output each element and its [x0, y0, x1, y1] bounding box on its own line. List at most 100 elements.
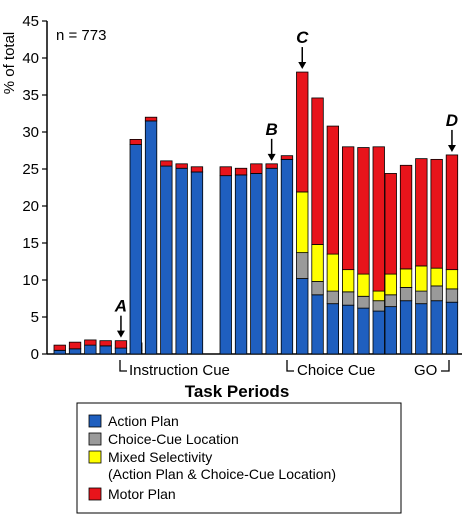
- bar-segment-action-plan: [99, 345, 112, 355]
- bar: [311, 97, 324, 355]
- period-bracket-icon: [286, 360, 294, 372]
- legend-item-motor-plan: Motor Plan: [88, 486, 176, 502]
- bar-segment-motor-plan: [175, 163, 188, 169]
- bar-segment-motor-plan: [250, 163, 263, 174]
- legend-swatch: [88, 414, 102, 428]
- bar-segment-motor-plan: [415, 158, 428, 267]
- bar-segment-action-plan: [190, 171, 204, 355]
- bar-segment-motor-plan: [280, 155, 294, 160]
- legend-label-line: Mixed Selectivity: [108, 449, 212, 465]
- bar-segment-action-plan: [265, 167, 278, 355]
- y-tick-label: 10: [22, 272, 39, 289]
- legend-label: Mixed Selectivity (Action Plan & Choice-C…: [108, 449, 336, 482]
- bar-segment-action-plan: [311, 294, 324, 355]
- marker-label: D: [446, 111, 458, 130]
- bar: [326, 125, 340, 355]
- bar-segment-mixed-selectivity: [357, 273, 370, 297]
- period-label: GO: [414, 362, 437, 379]
- bar-segment-motor-plan: [372, 146, 385, 292]
- bar-segment-choice-cue-location: [372, 300, 385, 312]
- legend-swatch: [88, 432, 102, 446]
- y-tick-label: 15: [22, 235, 39, 252]
- legend-box: [76, 402, 402, 514]
- legend-label: Choice-Cue Location: [108, 431, 239, 447]
- bar-segment-mixed-selectivity: [311, 244, 324, 282]
- bar-segment-motor-plan: [341, 146, 355, 271]
- x-axis-title: Task Periods: [185, 382, 290, 401]
- bar: [296, 71, 309, 355]
- bar-segment-mixed-selectivity: [372, 290, 385, 302]
- bar-segment-motor-plan: [99, 340, 112, 347]
- bar-segment-motor-plan: [265, 163, 278, 169]
- bar: [384, 173, 397, 355]
- bar-segment-motor-plan: [311, 97, 324, 245]
- period-bracket-icon: [441, 360, 450, 372]
- marker-label: C: [296, 28, 309, 47]
- bar: [99, 340, 112, 355]
- bar-segment-motor-plan: [326, 125, 340, 255]
- bar-segment-action-plan: [144, 120, 158, 355]
- bar-segment-mixed-selectivity: [384, 273, 397, 296]
- bar-segment-motor-plan: [430, 158, 443, 269]
- y-tick-label: 35: [22, 87, 39, 104]
- bar-segment-action-plan: [114, 347, 128, 355]
- bar-segment-motor-plan: [160, 160, 173, 167]
- bar-segment-mixed-selectivity: [399, 268, 413, 288]
- bar: [399, 164, 413, 355]
- bar-segment-action-plan: [326, 303, 340, 355]
- bar-segment-action-plan: [68, 348, 82, 355]
- bar-segment-choice-cue-location: [341, 291, 355, 306]
- arrowhead-icon: [447, 144, 456, 152]
- bar: [250, 163, 263, 355]
- bar-segment-action-plan: [341, 304, 355, 355]
- bar: [84, 339, 97, 355]
- bar-segment-mixed-selectivity: [445, 269, 459, 290]
- bar: [68, 341, 82, 355]
- bar-segment-choice-cue-location: [296, 252, 309, 279]
- marker-b: B: [266, 120, 278, 161]
- y-tick-label: 5: [31, 309, 39, 326]
- bar: [219, 166, 232, 355]
- bar-segment-action-plan: [296, 278, 309, 355]
- bar-segment-motor-plan: [384, 173, 397, 275]
- bar-segment-action-plan: [234, 174, 248, 355]
- bar-segment-motor-plan: [219, 166, 232, 177]
- bar-segment-choice-cue-location: [384, 294, 397, 308]
- bar-segment-mixed-selectivity: [296, 191, 309, 254]
- y-tick-label: 20: [22, 198, 39, 215]
- bar: [341, 146, 355, 355]
- period-label: Instruction Cue: [129, 362, 230, 379]
- period-bracket-icon: [119, 360, 127, 372]
- bar: [357, 147, 370, 355]
- legend-item-action-plan: Action Plan: [88, 413, 179, 429]
- bar: [190, 166, 204, 355]
- bar: [144, 116, 158, 355]
- bars: [53, 71, 459, 355]
- bar-segment-mixed-selectivity: [341, 269, 355, 293]
- bar-segment-action-plan: [357, 307, 370, 355]
- marker-c: C: [296, 28, 309, 70]
- legend-swatch: [88, 450, 102, 464]
- bar-segment-choice-cue-location: [399, 286, 413, 302]
- bar-segment-action-plan: [384, 306, 397, 355]
- bar-segment-mixed-selectivity: [326, 253, 340, 292]
- marker-label: B: [266, 120, 278, 139]
- bar: [280, 155, 294, 355]
- marker-label: A: [114, 297, 127, 316]
- bar-segment-motor-plan: [399, 164, 413, 270]
- bar: [175, 163, 188, 355]
- bar: [430, 158, 443, 355]
- arrowhead-icon: [267, 153, 276, 161]
- markers: A B C D: [114, 28, 458, 338]
- bar-segment-action-plan: [53, 349, 66, 355]
- bar-segment-action-plan: [175, 167, 188, 355]
- bar-segment-choice-cue-location: [357, 295, 370, 309]
- legend-swatch: [88, 487, 102, 501]
- bar-segment-choice-cue-location: [445, 288, 459, 303]
- bar-segment-motor-plan: [445, 154, 459, 271]
- marker-a: A: [114, 297, 127, 338]
- bar: [372, 146, 385, 355]
- bar-segment-mixed-selectivity: [415, 265, 428, 292]
